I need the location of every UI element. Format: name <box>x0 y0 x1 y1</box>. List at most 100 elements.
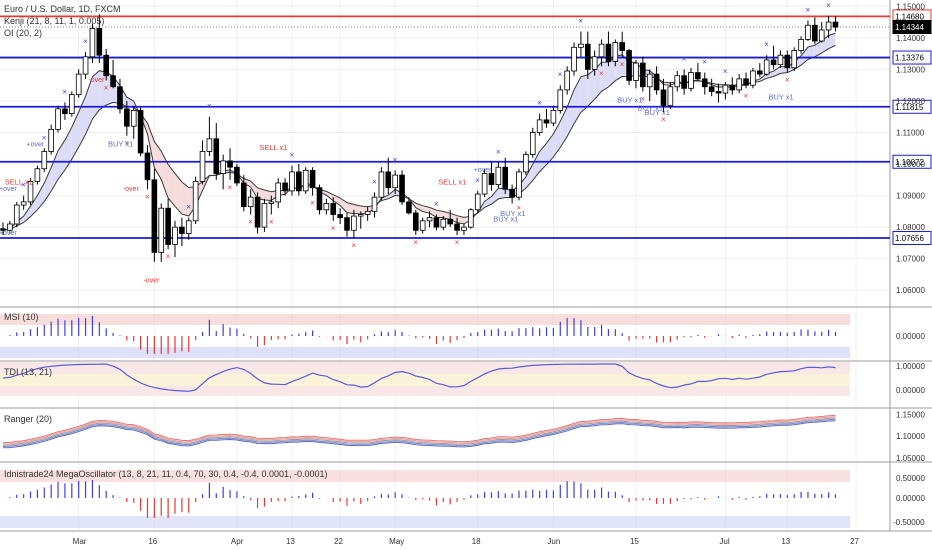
mega-oscillator-pane[interactable]: 0.50000 0.00000 -0.50000 <box>0 470 925 528</box>
candle-body[interactable] <box>612 42 619 62</box>
candle-body[interactable] <box>144 152 151 181</box>
candle-body[interactable] <box>220 160 226 174</box>
msi-legend[interactable]: MSI (10) <box>4 312 39 322</box>
candle-body[interactable] <box>454 223 460 231</box>
candle-body[interactable] <box>378 171 385 198</box>
candle-body[interactable] <box>825 21 832 31</box>
candle-body[interactable] <box>743 78 749 86</box>
candle-body[interactable] <box>529 132 536 155</box>
candle-body[interactable] <box>591 56 598 70</box>
candle-body[interactable] <box>385 171 392 189</box>
candle-body[interactable] <box>715 91 722 94</box>
candle-body[interactable] <box>701 78 708 88</box>
candle-body[interactable] <box>302 169 309 192</box>
candle-body[interactable] <box>695 72 701 80</box>
candle-body[interactable] <box>344 217 350 231</box>
candle-body[interactable] <box>103 54 110 77</box>
candle-body[interactable] <box>440 218 447 228</box>
candle-body[interactable] <box>509 188 515 198</box>
candle-body[interactable] <box>371 196 378 212</box>
candle-body[interactable] <box>296 171 302 192</box>
candle-body[interactable] <box>832 21 839 28</box>
candle-body[interactable] <box>227 160 233 168</box>
candle-body[interactable] <box>399 174 405 203</box>
candle-body[interactable] <box>798 39 804 51</box>
candle-body[interactable] <box>357 214 364 217</box>
candle-body[interactable] <box>543 119 550 124</box>
candle-body[interactable] <box>681 75 687 89</box>
candle-body[interactable] <box>461 226 467 231</box>
candle-body[interactable] <box>247 196 254 208</box>
candle-body[interactable] <box>89 27 96 58</box>
candle-body[interactable] <box>660 89 667 107</box>
candle-body[interactable] <box>585 43 591 70</box>
candle-body[interactable] <box>179 226 185 234</box>
candle-body[interactable] <box>502 166 509 190</box>
candle-body[interactable] <box>447 218 453 225</box>
candle-body[interactable] <box>536 119 543 133</box>
candle-body[interactable] <box>777 54 784 66</box>
candle-body[interactable] <box>674 75 681 88</box>
candle-body[interactable] <box>151 179 158 253</box>
candle-body[interactable] <box>605 43 612 62</box>
candle-body[interactable] <box>48 128 54 152</box>
candle-body[interactable] <box>351 215 357 231</box>
candle-body[interactable] <box>323 203 330 211</box>
oi-legend[interactable]: OI (20, 2) <box>4 28 42 38</box>
candle-body[interactable] <box>729 84 736 91</box>
candle-body[interactable] <box>523 154 529 173</box>
candle-body[interactable] <box>130 110 137 127</box>
candle-body[interactable] <box>412 212 419 231</box>
candle-body[interactable] <box>117 86 123 110</box>
candle-body[interactable] <box>234 166 240 184</box>
candles[interactable] <box>0 14 839 262</box>
candle-body[interactable] <box>34 168 41 182</box>
candle-body[interactable] <box>426 217 433 222</box>
candle-body[interactable] <box>653 73 660 91</box>
candle-body[interactable] <box>282 182 288 192</box>
candle-body[interactable] <box>640 62 646 88</box>
candle-body[interactable] <box>619 42 625 51</box>
candle-body[interactable] <box>805 24 811 40</box>
candle-body[interactable] <box>791 50 797 69</box>
candle-body[interactable] <box>571 46 577 72</box>
candle-body[interactable] <box>75 73 82 96</box>
candle-body[interactable] <box>240 182 247 208</box>
tdi-legend[interactable]: TDI (13, 21) <box>4 367 52 377</box>
ranger-legend[interactable]: Ranger (20) <box>4 414 52 424</box>
candle-body[interactable] <box>495 166 502 185</box>
candle-body[interactable] <box>763 59 770 75</box>
candle-body[interactable] <box>110 75 116 88</box>
candle-body[interactable] <box>268 201 275 204</box>
time-axis[interactable]: Mar 16 Apr 13 22 May 18 Jun 15 Jul 13 27 <box>73 537 860 546</box>
ranger-pane[interactable]: 1.15000 1.10000 1.05000 <box>2 410 925 463</box>
candle-body[interactable] <box>516 171 522 198</box>
candle-body[interactable] <box>633 62 639 81</box>
candle-body[interactable] <box>598 43 605 58</box>
candle-body[interactable] <box>722 84 729 94</box>
candle-body[interactable] <box>261 203 268 228</box>
candle-body[interactable] <box>165 207 171 245</box>
candle-body[interactable] <box>337 214 343 219</box>
candle-body[interactable] <box>124 108 130 127</box>
candle-body[interactable] <box>69 94 75 114</box>
candle-body[interactable] <box>667 86 674 107</box>
candle-body[interactable] <box>750 70 756 86</box>
candle-body[interactable] <box>27 180 34 203</box>
candle-body[interactable] <box>0 228 6 231</box>
candle-body[interactable] <box>199 151 206 182</box>
candle-body[interactable] <box>62 108 68 114</box>
candle-body[interactable] <box>82 56 89 75</box>
mega-oscillator-legend[interactable]: Idnistrade24 MegaOscillator (13, 8, 21, … <box>4 469 328 479</box>
candle-body[interactable] <box>818 29 825 42</box>
candle-body[interactable] <box>275 182 281 203</box>
candle-body[interactable] <box>55 108 61 130</box>
candle-body[interactable] <box>784 54 791 69</box>
candle-body[interactable] <box>213 138 220 174</box>
candle-body[interactable] <box>688 72 694 89</box>
candle-body[interactable] <box>564 70 570 91</box>
candle-body[interactable] <box>812 24 818 42</box>
tdi-pane[interactable]: 1.00000 0.00000 <box>0 362 925 396</box>
